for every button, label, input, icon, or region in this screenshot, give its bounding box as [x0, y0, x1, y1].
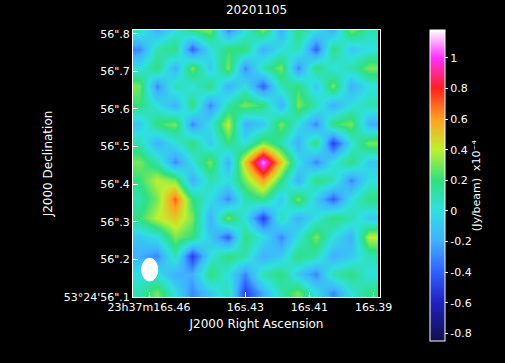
svg-text:20201105: 20201105 [226, 3, 287, 17]
svg-text:(Jy/beam) x10⁻⁴: (Jy/beam) x10⁻⁴ [470, 140, 483, 232]
svg-text:56".7: 56".7 [100, 65, 130, 78]
svg-text:-0.2: -0.2 [450, 235, 471, 248]
svg-text:0: 0 [450, 205, 457, 218]
svg-text:23h37m16s.46: 23h37m16s.46 [108, 301, 191, 314]
svg-text:0.6: 0.6 [450, 113, 468, 126]
svg-text:16s.39: 16s.39 [355, 301, 392, 314]
svg-text:56".2: 56".2 [100, 253, 130, 266]
svg-text:56".4: 56".4 [100, 178, 130, 191]
svg-text:-0.4: -0.4 [450, 266, 471, 279]
svg-text:56".6: 56".6 [100, 103, 130, 116]
svg-text:1: 1 [450, 52, 457, 65]
svg-text:-0.6: -0.6 [450, 297, 471, 310]
svg-text:16s.41: 16s.41 [291, 301, 328, 314]
svg-text:16s.43: 16s.43 [227, 301, 264, 314]
svg-text:J2000 Right Ascension: J2000 Right Ascension [189, 317, 324, 331]
svg-text:0.2: 0.2 [450, 174, 468, 187]
svg-text:-0.8: -0.8 [450, 327, 471, 340]
svg-text:0.8: 0.8 [450, 82, 468, 95]
svg-text:56".3: 56".3 [100, 216, 130, 229]
svg-text:56".5: 56".5 [100, 140, 130, 153]
svg-text:J2000 Declination: J2000 Declination [41, 111, 55, 218]
svg-text:56".8: 56".8 [100, 28, 130, 41]
svg-text:53°24'56".1: 53°24'56".1 [64, 291, 130, 304]
svg-text:0.4: 0.4 [450, 144, 468, 157]
